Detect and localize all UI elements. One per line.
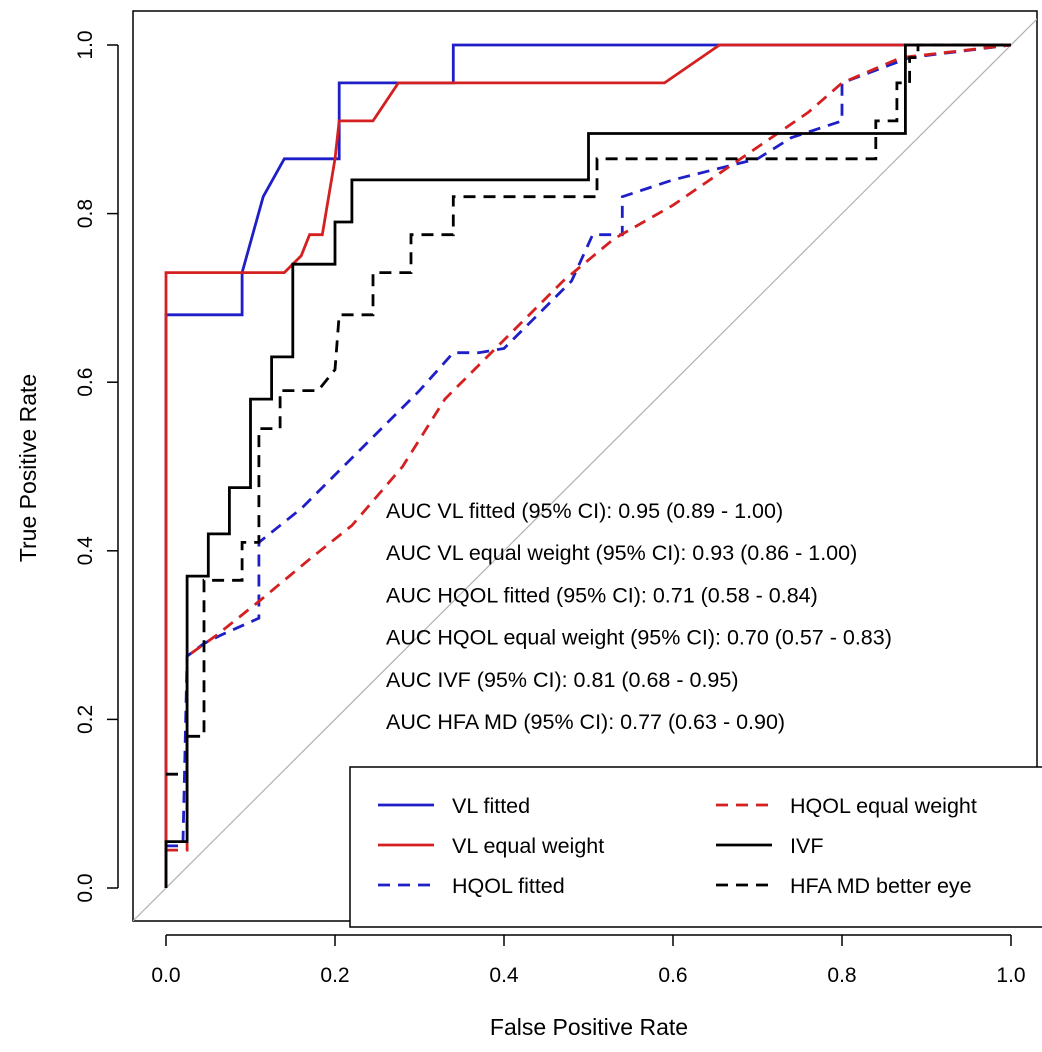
auc-annotations: AUC VL fitted (95% CI): 0.95 (0.89 - 1.0… [386, 499, 892, 734]
series-line-vl-equal-weight [164, 43, 1011, 888]
auc-annotation: AUC IVF (95% CI): 0.81 (0.68 - 0.95) [386, 668, 739, 692]
y-tick-label: 1.0 [74, 30, 97, 59]
auc-annotation: AUC VL equal weight (95% CI): 0.93 (0.86… [386, 541, 857, 565]
x-tick-label: 1.0 [996, 964, 1025, 987]
series-line-ivf [164, 43, 1011, 888]
series-line-hqol-equal-weight [166, 43, 1012, 852]
legend-label: HFA MD better eye [790, 874, 972, 898]
auc-annotation: AUC HQOL fitted (95% CI): 0.71 (0.58 - 0… [386, 583, 818, 607]
legend-label: VL equal weight [452, 834, 604, 858]
legend: VL fitted VL equal weight HQOL fitted HQOL … [349, 766, 1042, 928]
auc-annotation: AUC HFA MD (95% CI): 0.77 (0.63 - 0.90) [386, 710, 785, 734]
x-tick-label: 0.8 [827, 964, 856, 987]
y-tick-label: 0.8 [74, 199, 97, 228]
x-axis-title: False Positive Rate [490, 1014, 688, 1040]
y-axis-title: True Positive Rate [15, 374, 41, 562]
legend-label: HQOL equal weight [790, 794, 977, 818]
series-line-hqol-fitted [166, 43, 1012, 848]
x-tick-label: 0.0 [151, 964, 180, 987]
x-tick-label: 0.2 [320, 964, 349, 987]
legend-label: IVF [790, 834, 823, 858]
y-tick-label: 0.6 [74, 368, 97, 397]
x-tick-label: 0.6 [658, 964, 687, 987]
y-tick-label: 0.4 [74, 536, 97, 566]
x-tick-label: 0.4 [489, 964, 519, 987]
legend-box [349, 766, 1042, 928]
auc-annotation: AUC HQOL equal weight (95% CI): 0.70 (0.… [386, 626, 892, 650]
legend-label: VL fitted [452, 794, 530, 818]
diagonal-reference-line [133, 18, 1037, 921]
legend-label: HQOL fitted [452, 874, 565, 898]
auc-annotation: AUC VL fitted (95% CI): 0.95 (0.89 - 1.0… [386, 499, 783, 523]
series-line-vl-fitted [164, 43, 1011, 888]
y-tick-label: 0.2 [74, 705, 97, 734]
series-line-hfa-md-better-eye [166, 43, 1011, 776]
y-tick-label: 0.0 [74, 873, 97, 902]
